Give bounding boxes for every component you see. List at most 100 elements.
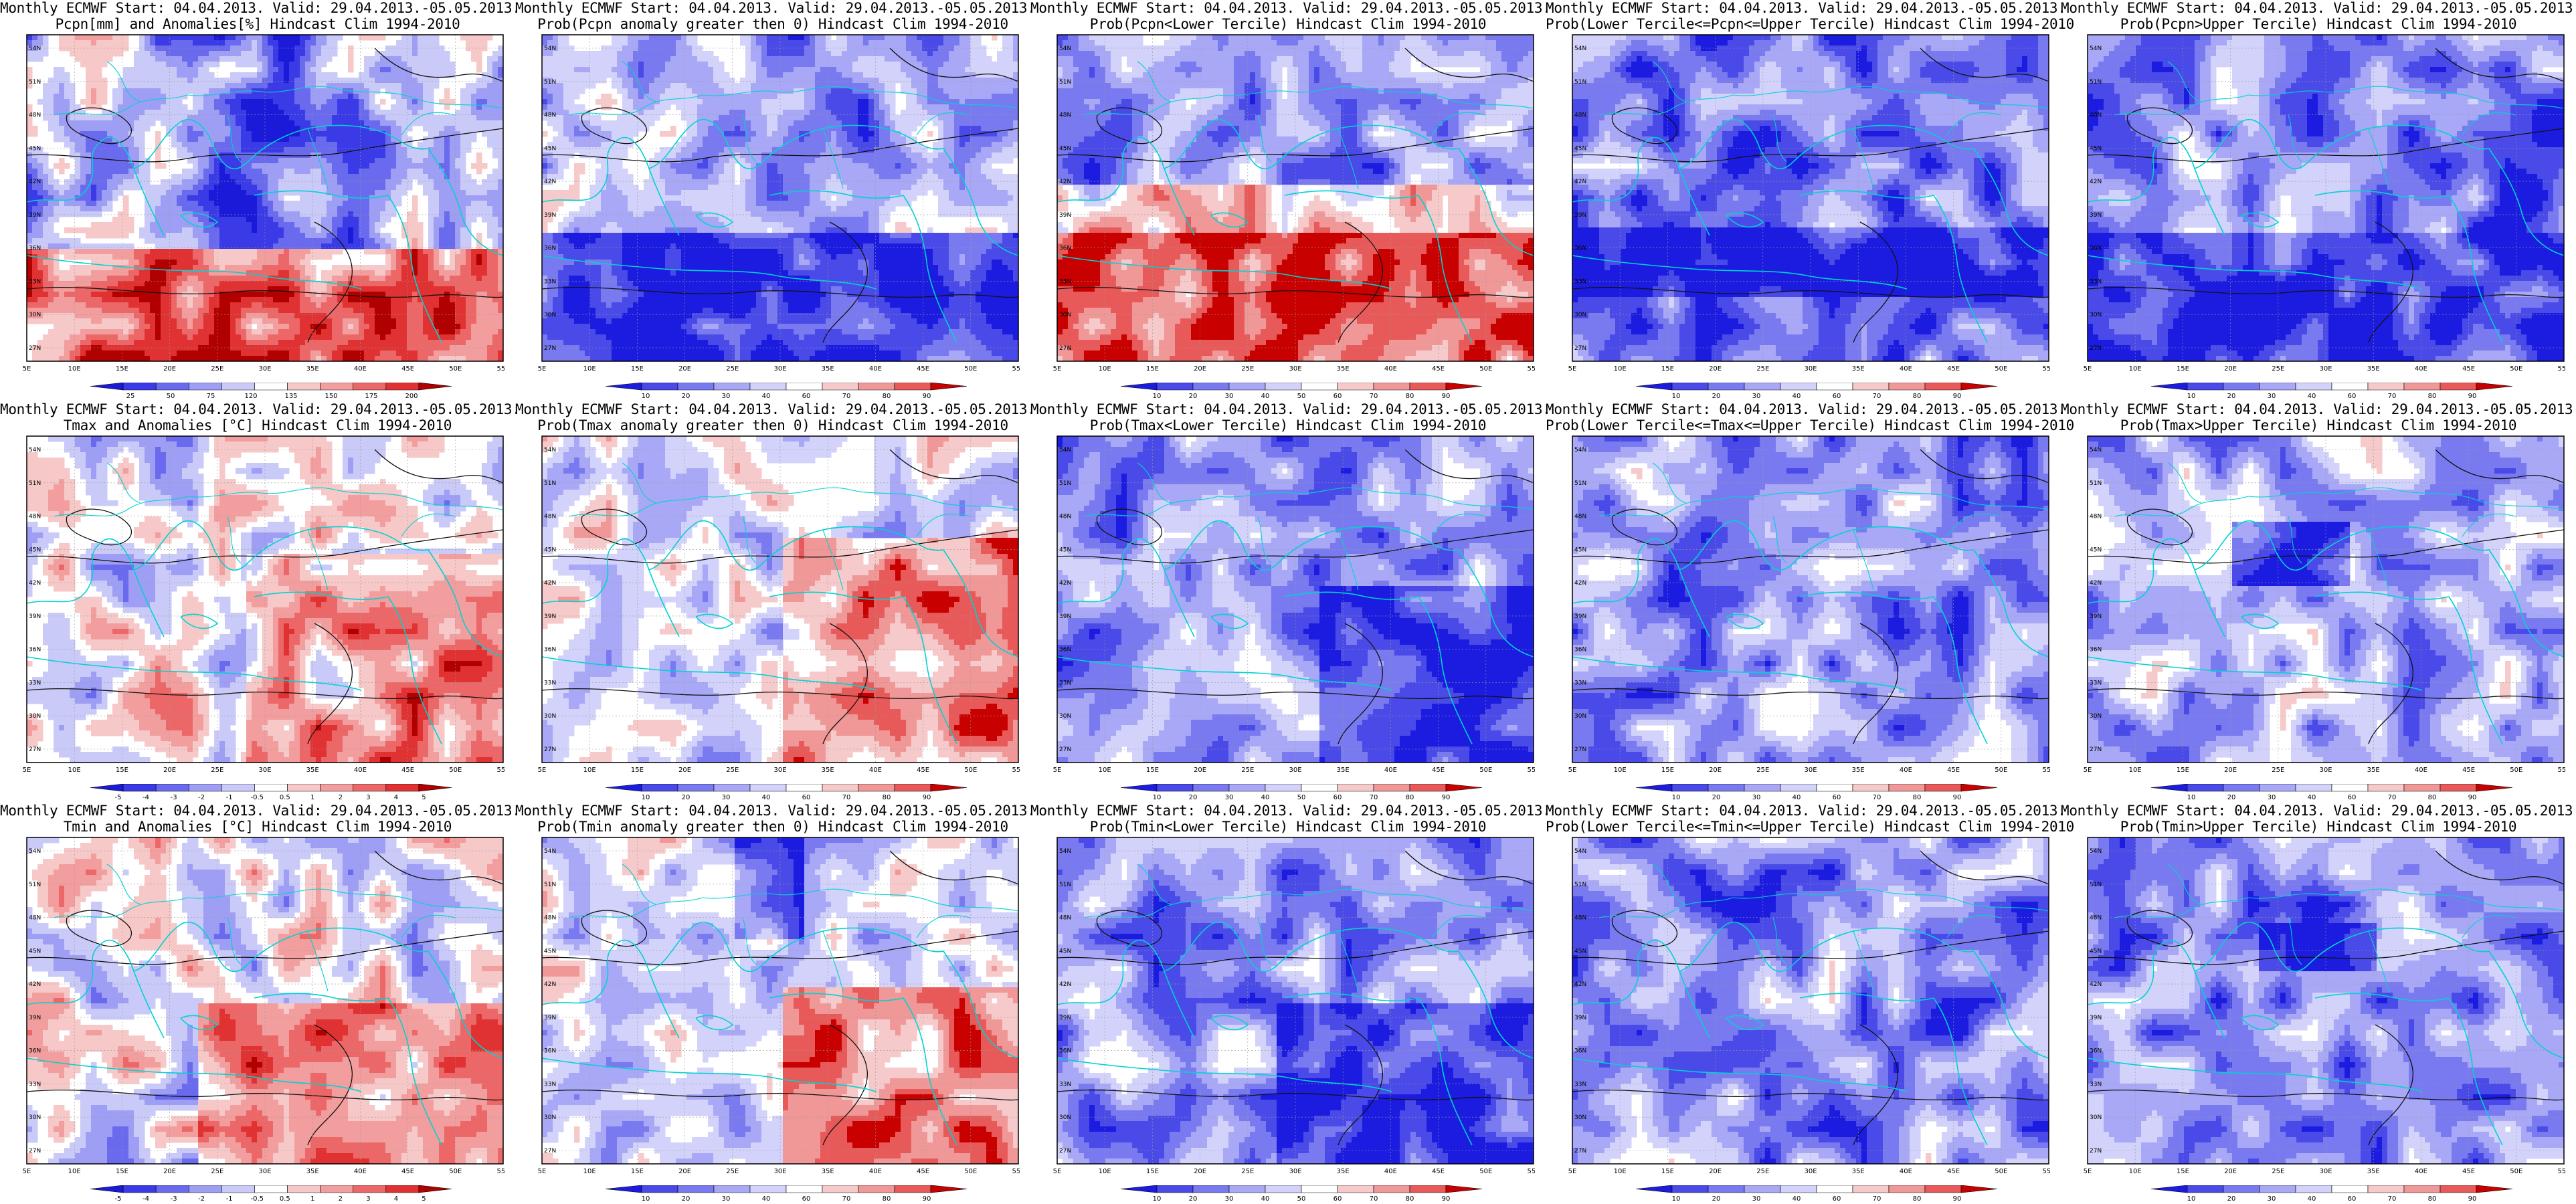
colorbar-swatch — [895, 1185, 931, 1193]
panel-clim-label: Hindcast Clim 1994-2010 — [810, 417, 1008, 433]
lat-tick-label: 39N — [1574, 212, 1586, 219]
colorbar: 10 20 30 40 60 70 80 90 — [1626, 383, 2007, 401]
colorbar-tick-label: 20 — [682, 393, 691, 400]
colorbar-tick-label: 30 — [1225, 393, 1234, 400]
lat-tick-label: 54N — [544, 45, 556, 52]
colorbar-swatch — [1672, 1185, 1708, 1193]
colorbar-swatch — [1410, 383, 1446, 390]
colorbar-tick-label: 90 — [2468, 794, 2477, 801]
colorbar-tick-label: 0.5 — [280, 1195, 290, 1203]
panel-title-line2: Prob(Tmin<Lower Tercile) Hindcast Clim 1… — [1030, 819, 1546, 835]
lat-tick-label: 42N — [544, 981, 556, 988]
map-plot: 5E10E15E20E25E30E35E40E45E50E55E54N51N48… — [534, 33, 1020, 375]
colorbar: 10 20 30 40 60 70 80 90 — [2141, 383, 2522, 401]
colorbar-swatch — [90, 1185, 123, 1193]
lon-tick-label: 5E — [1053, 365, 1062, 373]
colorbar-swatch — [1374, 1185, 1410, 1193]
lon-tick-label: 25E — [1241, 767, 1254, 774]
lat-tick-label: 54N — [544, 848, 556, 855]
lon-tick-label: 40E — [1900, 767, 1912, 774]
colorbar-swatch — [386, 383, 419, 390]
colorbar-tick-label: 70 — [2388, 794, 2397, 801]
colorbar-tick-label: 50 — [1297, 794, 1306, 801]
colorbar-swatch — [1853, 383, 1889, 390]
colorbar-swatch — [858, 383, 895, 390]
forecast-panel-precip-anom: Monthly ECMWF Start: 04.04.2013. Valid: … — [0, 0, 515, 401]
lat-tick-label: 45N — [2090, 546, 2102, 553]
lon-tick-label: 35E — [306, 1168, 319, 1175]
lon-tick-label: 55E — [496, 365, 504, 373]
colorbar-tick-label: 10 — [2187, 1195, 2196, 1203]
lon-tick-label: 50E — [449, 1168, 462, 1175]
colorbar-tick-label: -0.5 — [250, 794, 264, 801]
colorbar-tick-label: 20 — [2227, 393, 2236, 400]
panel-title: Monthly ECMWF Start: 04.04.2013. Valid: … — [0, 803, 515, 835]
lat-tick-label: 54N — [1059, 45, 1071, 52]
lon-tick-label: 55E — [1527, 365, 1535, 373]
forecast-panel-tmax-lower: Monthly ECMWF Start: 04.04.2013. Valid: … — [1030, 401, 1546, 803]
colorbar-swatch — [156, 1185, 189, 1193]
colorbar-swatch — [2440, 383, 2476, 390]
panel-title-line1: Monthly ECMWF Start: 04.04.2013. Valid: … — [515, 401, 1030, 417]
lon-tick-label: 35E — [306, 767, 319, 774]
panel-title-line2: Prob(Pcpn anomaly greater then 0) Hindca… — [515, 16, 1030, 32]
lon-tick-label: 30E — [773, 767, 786, 774]
colorbar-tick-label: 4 — [394, 1195, 398, 1203]
colorbar-tick-label: 60 — [802, 393, 811, 400]
lon-tick-label: 45E — [1947, 1168, 1960, 1175]
colorbar-swatch — [786, 784, 822, 791]
colorbar-swatch — [2151, 383, 2187, 390]
lon-tick-label: 50E — [1995, 767, 2007, 774]
colorbar-swatch — [2223, 784, 2260, 791]
lat-tick-label: 27N — [2090, 345, 2102, 352]
map-area: 5E10E15E20E25E30E35E40E45E50E55E54N51N48… — [1053, 35, 1535, 373]
lon-tick-label: 10E — [2129, 1168, 2142, 1175]
panel-clim-label: Hindcast Clim 1994-2010 — [1876, 819, 2074, 835]
panel-variable-label: Prob(Tmin anomaly greater then 0) — [537, 819, 810, 835]
lat-tick-label: 30N — [544, 713, 556, 720]
panel-title-line2: Prob(Pcpn>Upper Tercile) Hindcast Clim 1… — [2061, 16, 2576, 32]
colorbar-swatch — [189, 784, 221, 791]
map-plot: 5E10E15E20E25E30E35E40E45E50E55E54N51N48… — [19, 435, 504, 776]
lat-tick-label: 33N — [1574, 1081, 1586, 1088]
colorbar-swatch — [1157, 1185, 1193, 1193]
lon-tick-label: 50E — [2510, 1168, 2522, 1175]
panel-clim-label: Hindcast Clim 1994-2010 — [262, 16, 460, 32]
colorbar-swatch — [642, 383, 678, 390]
lon-tick-label: 35E — [1337, 1168, 1350, 1175]
lon-tick-label: 45E — [2462, 365, 2475, 373]
lat-tick-label: 54N — [29, 447, 41, 454]
panel-title: Monthly ECMWF Start: 04.04.2013. Valid: … — [2061, 0, 2576, 32]
colorbar-swatch — [419, 1185, 452, 1193]
colorbar-swatch — [2404, 1185, 2440, 1193]
lat-tick-label: 54N — [2090, 45, 2102, 52]
colorbar-tick-label: 60 — [1333, 794, 1342, 801]
lat-tick-label: 33N — [544, 1081, 556, 1088]
panel-clim-label: Hindcast Clim 1994-2010 — [1876, 16, 2074, 32]
colorbar-swatch — [156, 383, 189, 390]
colorbar-swatch — [2151, 1185, 2187, 1193]
colorbar-swatch — [1265, 383, 1301, 390]
lat-tick-label: 42N — [1574, 580, 1586, 587]
panel-title: Monthly ECMWF Start: 04.04.2013. Valid: … — [1030, 803, 1546, 835]
colorbar-swatch — [895, 383, 931, 390]
lon-tick-label: 40E — [869, 1168, 882, 1175]
colorbar-swatch — [2296, 784, 2332, 791]
colorbar-tick-label: 90 — [923, 794, 931, 801]
lon-tick-label: 20E — [2224, 767, 2237, 774]
lat-tick-label: 36N — [29, 245, 41, 252]
colorbar-swatch — [1925, 1185, 1961, 1193]
lon-tick-label: 45E — [401, 365, 414, 373]
lat-tick-label: 27N — [2090, 1148, 2102, 1155]
lon-tick-label: 35E — [1852, 767, 1865, 774]
colorbar-swatch — [1889, 1185, 1925, 1193]
lat-tick-label: 54N — [1574, 45, 1586, 52]
panel-variable-label: Prob(Tmin>Upper Tercile) — [2120, 819, 2318, 835]
lon-tick-label: 5E — [1053, 1168, 1062, 1175]
lat-tick-label: 36N — [544, 647, 556, 654]
lon-tick-label: 55E — [2042, 365, 2050, 373]
colorbar-swatch — [1265, 784, 1301, 791]
lat-tick-label: 30N — [1574, 1114, 1586, 1121]
lat-tick-label: 42N — [2090, 580, 2102, 587]
colorbar-tick-label: 70 — [2388, 1195, 2397, 1203]
